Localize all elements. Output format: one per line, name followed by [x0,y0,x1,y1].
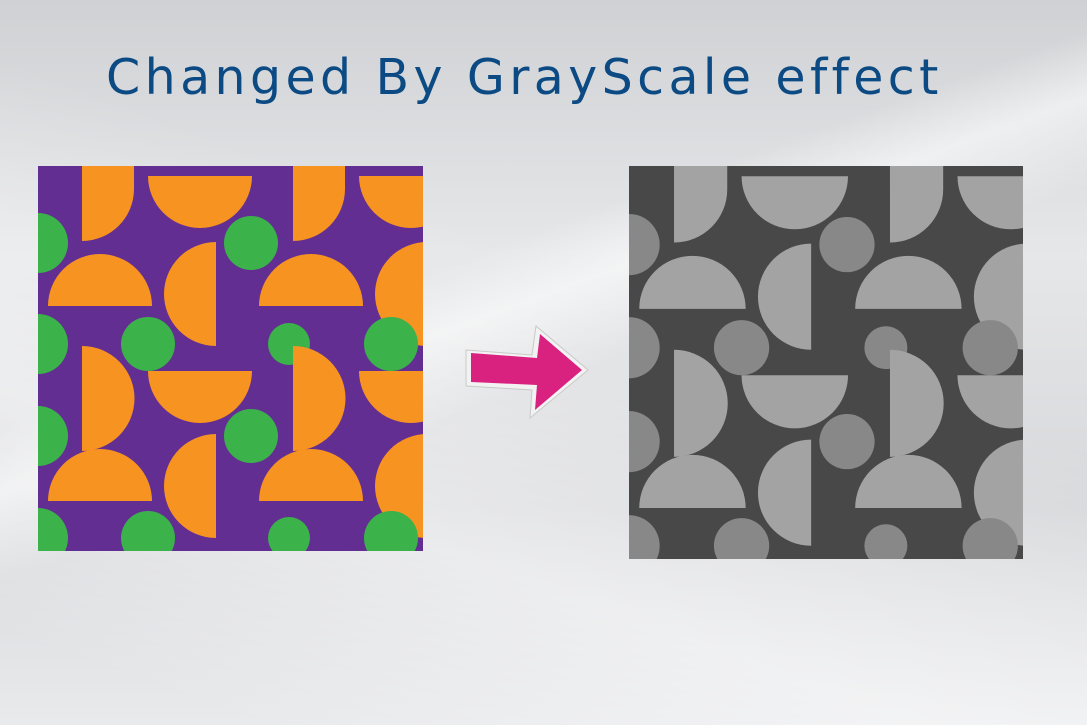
circle-shape [629,410,660,473]
pattern-tile-bottom-right [259,346,423,551]
half-shape [148,176,252,228]
circle-shape [364,317,418,371]
circle-shape [819,414,875,470]
circle-shape [962,518,1018,559]
grayscale-pattern-image [629,166,1023,559]
half-shape [639,255,746,309]
original-pattern-image [38,166,423,551]
half-shape [957,176,1023,230]
pattern-tile-bottom-left [38,346,278,551]
pattern-tile-top-right [259,166,423,371]
slide-title: Changed By GrayScale effect [106,49,943,106]
half-shape [855,255,962,309]
circle-shape [962,320,1018,376]
half-shape [48,254,152,306]
circle-shape [224,409,278,463]
circle-shape [713,320,770,376]
half-shape [359,371,423,423]
half-shape [48,449,152,501]
half-shape [164,434,216,538]
half-shape [757,439,812,546]
circle-shape [268,517,310,551]
circle-shape [38,213,68,273]
pattern-tile-top-right [855,166,1023,376]
circle-shape [38,508,68,551]
half-shape [148,371,252,423]
half-shape [293,346,346,451]
pattern-tile-top-left [38,166,278,374]
half-shape [855,454,962,508]
circle-shape [121,317,175,371]
half-shape [259,449,363,501]
right-arrow-icon [465,325,589,420]
pattern-tile-bottom-right [855,349,1023,559]
circle-shape [224,216,278,270]
circle-shape [713,518,770,559]
half-shape [674,166,728,243]
half-shape [757,243,812,350]
circle-shape [38,314,68,374]
half-shape [359,176,423,228]
pattern-tile-top-left [629,166,875,379]
half-shape [889,166,944,243]
circle-shape [121,511,175,551]
circle-shape [864,524,908,559]
half-shape [259,254,363,306]
circle-shape [629,213,660,276]
half-shape [741,176,849,230]
half-shape [82,166,134,241]
half-shape [639,454,746,508]
half-shape [889,349,944,457]
circle-shape [629,317,660,379]
circle-shape [364,511,418,551]
half-shape [957,375,1023,429]
half-shape [164,242,216,346]
pattern-tile-bottom-left [629,349,875,559]
half-shape [82,346,135,451]
circle-shape [38,406,68,466]
circle-shape [629,515,660,559]
circle-shape [819,217,875,273]
half-shape [674,349,728,457]
half-shape [741,375,849,429]
half-shape [293,166,345,241]
